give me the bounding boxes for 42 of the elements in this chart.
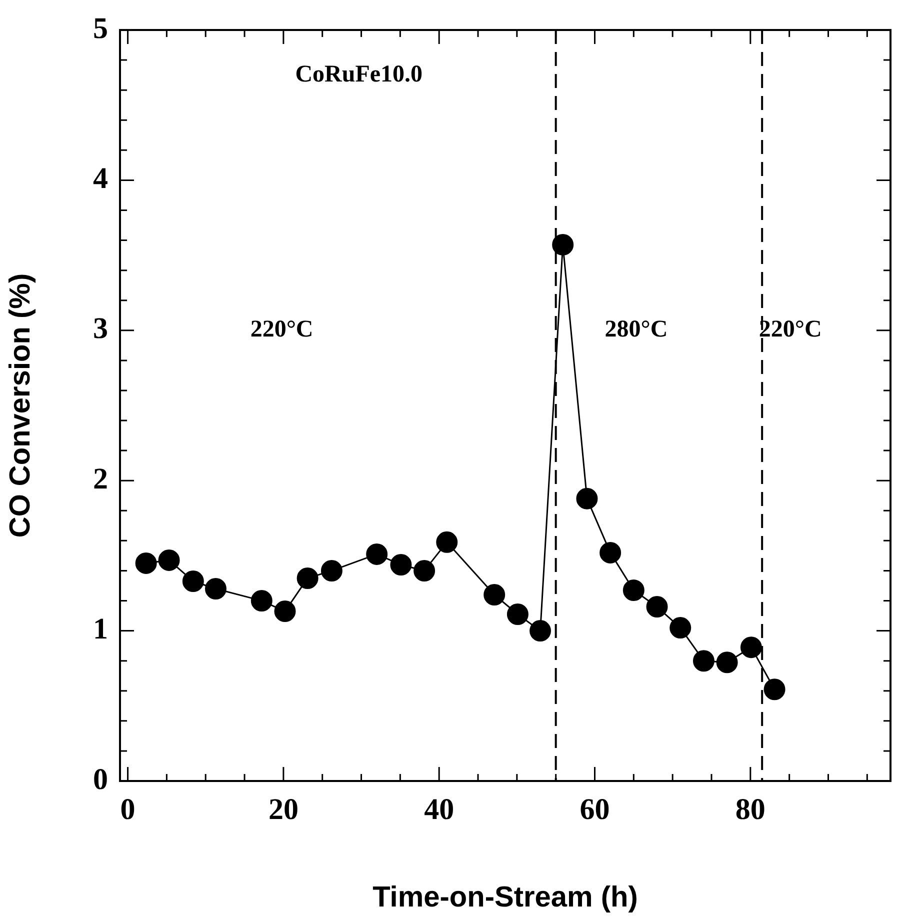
x-tick-label: 40 — [424, 792, 454, 826]
y-tick-label: 4 — [93, 162, 108, 195]
x-tick-label: 20 — [268, 792, 298, 826]
point — [274, 600, 296, 622]
point — [716, 652, 738, 674]
x-tick-label: 60 — [580, 792, 610, 826]
point — [552, 234, 574, 256]
point — [366, 543, 388, 565]
point — [530, 620, 552, 642]
y-tick-label: 1 — [93, 612, 108, 646]
point — [764, 678, 786, 700]
point — [204, 578, 226, 600]
point — [250, 590, 272, 612]
point — [436, 531, 458, 553]
point — [182, 570, 204, 592]
y-tick-label: 3 — [93, 312, 108, 346]
point — [158, 549, 180, 571]
point — [484, 584, 506, 606]
x-tick-label: 80 — [735, 792, 766, 826]
annotation: 220°C — [250, 316, 314, 343]
y-tick-label: 5 — [93, 12, 108, 45]
point — [692, 650, 714, 672]
point — [646, 596, 668, 618]
point — [506, 604, 528, 626]
point — [740, 636, 762, 658]
x-axis-title: Time-on-Stream (h) — [372, 882, 638, 914]
annotation: CoRuFe10.0 — [295, 61, 423, 88]
point — [414, 560, 436, 582]
point — [390, 554, 412, 576]
y-axis-title: CO Conversion (%) — [4, 273, 36, 538]
point — [135, 552, 157, 574]
y-tick-label: 0 — [93, 762, 108, 796]
point — [296, 567, 318, 589]
annotation: 220°C — [758, 316, 822, 343]
annotation: 280°C — [604, 316, 668, 343]
x-tick-label: 0 — [120, 792, 136, 826]
point — [600, 542, 622, 564]
point — [622, 579, 644, 601]
y-tick-label: 2 — [93, 462, 108, 496]
point — [320, 560, 342, 582]
point — [670, 617, 692, 639]
point — [576, 488, 598, 510]
